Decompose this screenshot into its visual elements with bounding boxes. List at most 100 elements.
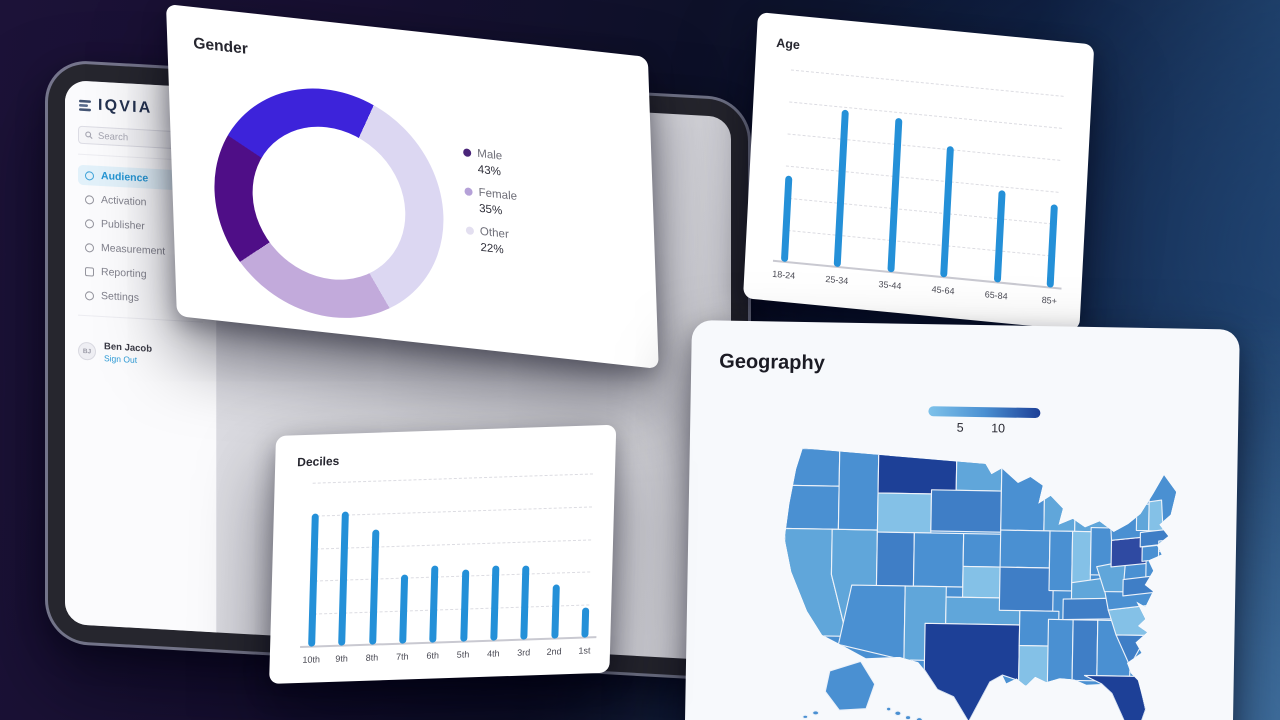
x-tick-label: 9th <box>335 653 349 664</box>
state-IL <box>1048 530 1074 592</box>
legend-label: Female <box>478 186 518 204</box>
bar <box>399 574 409 644</box>
age-bar-chart: 18-24 25-34 35-44 45-64 65-84 85+ <box>772 69 1064 306</box>
age-card: Age 18-24 25-34 35-44 45-64 65-84 85+ <box>743 12 1095 331</box>
state-OR <box>784 484 840 530</box>
gender-card-title: Gender <box>193 34 249 58</box>
bar-column-3rd: 3rd <box>517 475 533 658</box>
iqvia-logo: IQVIA <box>78 95 203 122</box>
sign-out-link[interactable]: Sign Out <box>104 353 138 365</box>
x-tick-label: 1st <box>578 645 591 656</box>
state-HI <box>904 714 912 720</box>
deciles-card-title: Deciles <box>297 453 340 470</box>
state-WI <box>1043 472 1077 532</box>
state-NH <box>1148 499 1164 532</box>
state-AK <box>824 660 876 711</box>
bar <box>459 569 469 642</box>
state-WY <box>876 492 933 534</box>
us-choropleth-map <box>781 448 1177 720</box>
bar <box>1046 204 1058 288</box>
x-tick-label: 4th <box>486 648 500 659</box>
state-RI <box>1158 539 1168 553</box>
bar-column-5th: 5th <box>457 477 472 660</box>
state-MS <box>1046 618 1074 684</box>
state-VT <box>1135 503 1150 532</box>
tablet-screen: IQVIA Search Audience Activation Publisher… <box>65 79 731 662</box>
search-input[interactable]: Search <box>78 125 203 151</box>
x-tick-label: 10th <box>302 654 321 665</box>
bar-column-25-34: 25-34 <box>825 75 851 286</box>
x-tick-label: 5th <box>456 649 470 660</box>
sidebar-item-label: Activation <box>101 193 147 209</box>
user-profile[interactable]: BJ Ben Jacob Sign Out <box>78 340 203 369</box>
bar <box>368 529 380 645</box>
publisher-icon <box>85 218 94 229</box>
bar <box>429 565 439 643</box>
x-tick-label: 35-44 <box>878 278 902 292</box>
state-IN <box>1071 530 1092 584</box>
state-MD <box>1122 575 1155 597</box>
age-card-title: Age <box>776 35 801 53</box>
gender-donut-chart <box>210 76 448 330</box>
gender-legend: Male 43% Female 35% Other 22% <box>463 146 519 258</box>
state-UT <box>875 531 915 587</box>
sidebar-item-label: Reporting <box>101 265 147 281</box>
legend-value: 35% <box>478 202 503 218</box>
state-AL <box>1071 619 1099 682</box>
bar <box>520 565 530 640</box>
bar-column-9th: 9th <box>335 482 350 664</box>
state-HI <box>885 706 892 712</box>
legend-label: Male <box>477 147 503 163</box>
legend-value: 22% <box>480 241 504 257</box>
legend-dot <box>465 226 475 236</box>
deciles-card: Deciles 10th 9th 8th 7th 6th 5th 4th 3rd 2nd 1st <box>269 424 617 684</box>
x-tick-label: 25-34 <box>825 273 849 287</box>
bar <box>780 175 793 263</box>
bar-column-18-24: 18-24 <box>772 69 798 281</box>
sidebar-item-label: Settings <box>101 289 139 305</box>
bar-column-6th: 6th <box>426 478 442 661</box>
x-tick-label: 7th <box>395 651 409 662</box>
state-MN <box>1000 451 1046 532</box>
legend-value: 43% <box>477 163 502 179</box>
choropleth-legend-gradient <box>928 406 1041 419</box>
state-SD <box>930 489 1002 533</box>
bar-column-1st: 1st <box>578 473 593 656</box>
x-tick-label: 2nd <box>546 646 562 657</box>
bar-column-7th: 7th <box>396 479 411 662</box>
legend-label: Other <box>479 225 510 241</box>
legend-dot <box>463 148 472 158</box>
avatar: BJ <box>78 341 96 361</box>
sidebar-item-label: Measurement <box>101 241 166 258</box>
bar <box>581 607 590 638</box>
state-HI <box>894 710 902 717</box>
deciles-bar-chart: 10th 9th 8th 7th 6th 5th 4th 3rd 2nd 1st <box>300 473 597 665</box>
x-tick-label: 85+ <box>1041 294 1058 307</box>
legend-item-other: Other 22% <box>465 224 520 258</box>
tablet-device: IQVIA Search Audience Activation Publisher… <box>48 62 748 680</box>
legend-item-female: Female 35% <box>464 185 518 219</box>
sidebar: IQVIA Search Audience Activation Publisher… <box>65 79 217 633</box>
state-IA <box>999 529 1051 569</box>
bar-column-4th: 4th <box>487 476 502 659</box>
sidebar-item-label: Publisher <box>101 217 145 233</box>
state-CO <box>912 532 965 588</box>
state-CT <box>1141 544 1160 562</box>
sidebar-item-label: Audience <box>101 169 149 185</box>
iqvia-logo-icon <box>79 99 91 111</box>
bar-column-2nd: 2nd <box>546 474 563 657</box>
bar-column-10th: 10th <box>302 483 320 665</box>
state-AK <box>802 714 809 720</box>
bar-column-85+: 85+ <box>1041 95 1064 306</box>
legend-item-male: Male 43% <box>463 146 517 180</box>
x-tick-label: 8th <box>365 652 379 663</box>
bar <box>490 565 500 641</box>
state-MT <box>877 449 958 495</box>
x-tick-label: 45-64 <box>931 284 955 297</box>
state-MO <box>998 566 1055 612</box>
x-tick-label: 3rd <box>517 647 531 658</box>
geography-card: Geography 5 10 <box>684 320 1240 720</box>
measurement-icon <box>85 242 94 253</box>
activation-icon <box>85 194 94 205</box>
bar <box>338 511 350 646</box>
